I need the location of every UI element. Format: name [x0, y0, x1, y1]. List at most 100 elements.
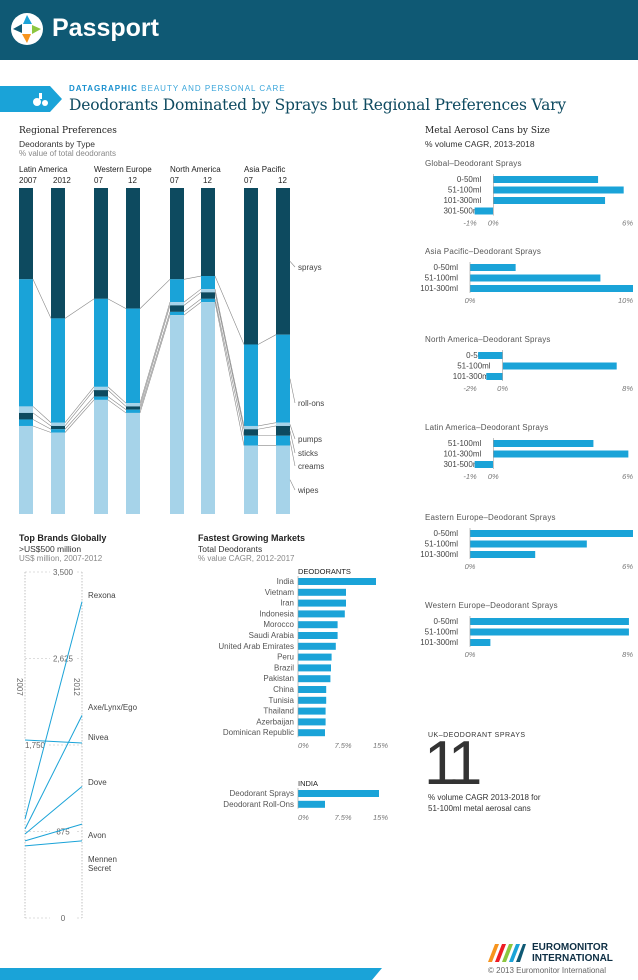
- panel-title: Western Europe–Deodorant Sprays: [425, 601, 558, 610]
- connector-line: [107, 298, 127, 309]
- bar-segment-creams: [244, 435, 258, 446]
- connector-line: [183, 288, 202, 303]
- y-tick-label: 0: [61, 914, 66, 923]
- tick-label: 0%: [497, 384, 508, 393]
- market-bar: [298, 599, 346, 607]
- bar: [470, 530, 633, 537]
- bar-segment-roll-ons: [244, 344, 258, 426]
- tick-bg: [50, 567, 76, 577]
- markets-subtitle: Total Deodorants: [198, 544, 263, 554]
- regional-note: % value of total deodorants: [19, 149, 116, 158]
- bar-segment-pumps: [126, 403, 140, 407]
- group-label-latin-america: Latin America: [19, 165, 68, 174]
- connector-line: [183, 301, 202, 316]
- bar: [474, 207, 494, 215]
- tick-label: 6%: [622, 219, 633, 228]
- connector-line: [32, 279, 52, 319]
- brand-line-mennen-secret: [24, 840, 83, 847]
- bar-segment-creams: [19, 419, 33, 426]
- connector-line: [64, 399, 95, 433]
- year-label: 07: [170, 176, 179, 185]
- market-bar: [298, 675, 331, 683]
- connector-line: [64, 298, 95, 319]
- connector-line: [257, 422, 277, 427]
- year-label: 12: [278, 176, 287, 185]
- brand-label-rexona: Rexona: [88, 591, 116, 600]
- label-leader-line: [289, 430, 296, 454]
- panel-title: INDIA: [298, 779, 318, 788]
- connector-line: [107, 396, 127, 410]
- bar-segment-wipes: [94, 399, 108, 514]
- tick-label: 10%: [618, 296, 633, 305]
- brand-line-axe-lynx-ego: [24, 715, 83, 830]
- brands-note: US$ million, 2007-2012: [19, 554, 103, 563]
- market-label-iran: Iran: [280, 599, 294, 608]
- tick-label: 0%: [298, 813, 309, 822]
- market-bar: [298, 610, 345, 618]
- y-tick-label: 1,750: [25, 741, 46, 750]
- bar-segment-creams: [276, 435, 290, 446]
- year-label: 12: [128, 176, 137, 185]
- series-label-pumps: pumps: [298, 435, 322, 444]
- euromonitor-logo-icon: [488, 944, 526, 962]
- bar: [470, 274, 601, 282]
- bar-segment-sprays: [244, 188, 258, 345]
- connector-line: [64, 396, 95, 430]
- panel-title: DEODORANTS: [298, 567, 351, 576]
- size-label: 0-50ml: [457, 175, 482, 184]
- bar-segment-sticks: [201, 292, 215, 299]
- bar: [470, 618, 629, 625]
- label-leader-line: [289, 479, 296, 491]
- bar-segment-pumps: [201, 289, 215, 293]
- market-label-china: China: [273, 685, 294, 694]
- tick-bg: [22, 740, 48, 750]
- year-label: 07: [244, 176, 253, 185]
- market-bar: [298, 686, 327, 693]
- size-label: 51-100ml: [457, 362, 491, 371]
- panel-title: Latin America–Deodorant Sprays: [425, 423, 548, 432]
- uk-big-number: 11: [424, 729, 482, 798]
- connector-line: [183, 298, 202, 313]
- bar-segment-sprays: [19, 188, 33, 280]
- datagraphic-label: DATAGRAPHIC: [69, 84, 138, 93]
- markets-title: Fastest Growing Markets: [198, 533, 306, 543]
- regional-title: Regional Preferences: [19, 126, 117, 136]
- connector-line: [139, 279, 171, 309]
- bar-segment-sprays: [94, 188, 108, 299]
- bar: [493, 450, 629, 458]
- size-label: 51-100ml: [425, 628, 459, 637]
- market-bar: [298, 729, 325, 737]
- year-label: 2012: [53, 176, 71, 185]
- connector-line: [32, 406, 52, 423]
- market-bar: [298, 800, 325, 808]
- panel-title: North America–Deodorant Sprays: [425, 335, 551, 344]
- bar-segment-roll-ons: [51, 318, 65, 423]
- group-label-north-america: North America: [170, 165, 221, 174]
- tick-label: 7.5%: [334, 741, 351, 750]
- connector-line: [32, 412, 52, 427]
- x-label-2012: 2012: [72, 678, 81, 696]
- connector-line: [32, 425, 52, 433]
- tick-label: 0%: [465, 562, 476, 571]
- size-label: 101-300ml: [420, 550, 458, 559]
- market-label-deodorant-sprays: Deodorant Sprays: [230, 789, 294, 798]
- passport-logo-icon: [11, 13, 43, 45]
- bar-segment-creams: [201, 298, 215, 303]
- bar: [493, 197, 606, 204]
- market-bar: [298, 653, 332, 661]
- bar-segment-sticks: [276, 425, 290, 436]
- size-label: 51-100ml: [425, 540, 459, 549]
- market-bar: [298, 588, 346, 596]
- group-label-asia-pacific: Asia Pacific: [244, 165, 285, 174]
- tick-label: 0%: [465, 296, 476, 305]
- bar-segment-creams: [126, 409, 140, 413]
- connector-line: [214, 288, 245, 427]
- label-leader-line: [289, 378, 296, 404]
- bar-segment-roll-ons: [276, 334, 290, 423]
- top-banner: [0, 0, 638, 60]
- group-label-western-europe: Western Europe: [94, 165, 152, 174]
- label-leader-line: [289, 440, 296, 467]
- market-label-brazil: Brazil: [274, 663, 294, 672]
- tick-bg: [50, 826, 76, 837]
- brand-label-nivea: Nivea: [88, 733, 109, 742]
